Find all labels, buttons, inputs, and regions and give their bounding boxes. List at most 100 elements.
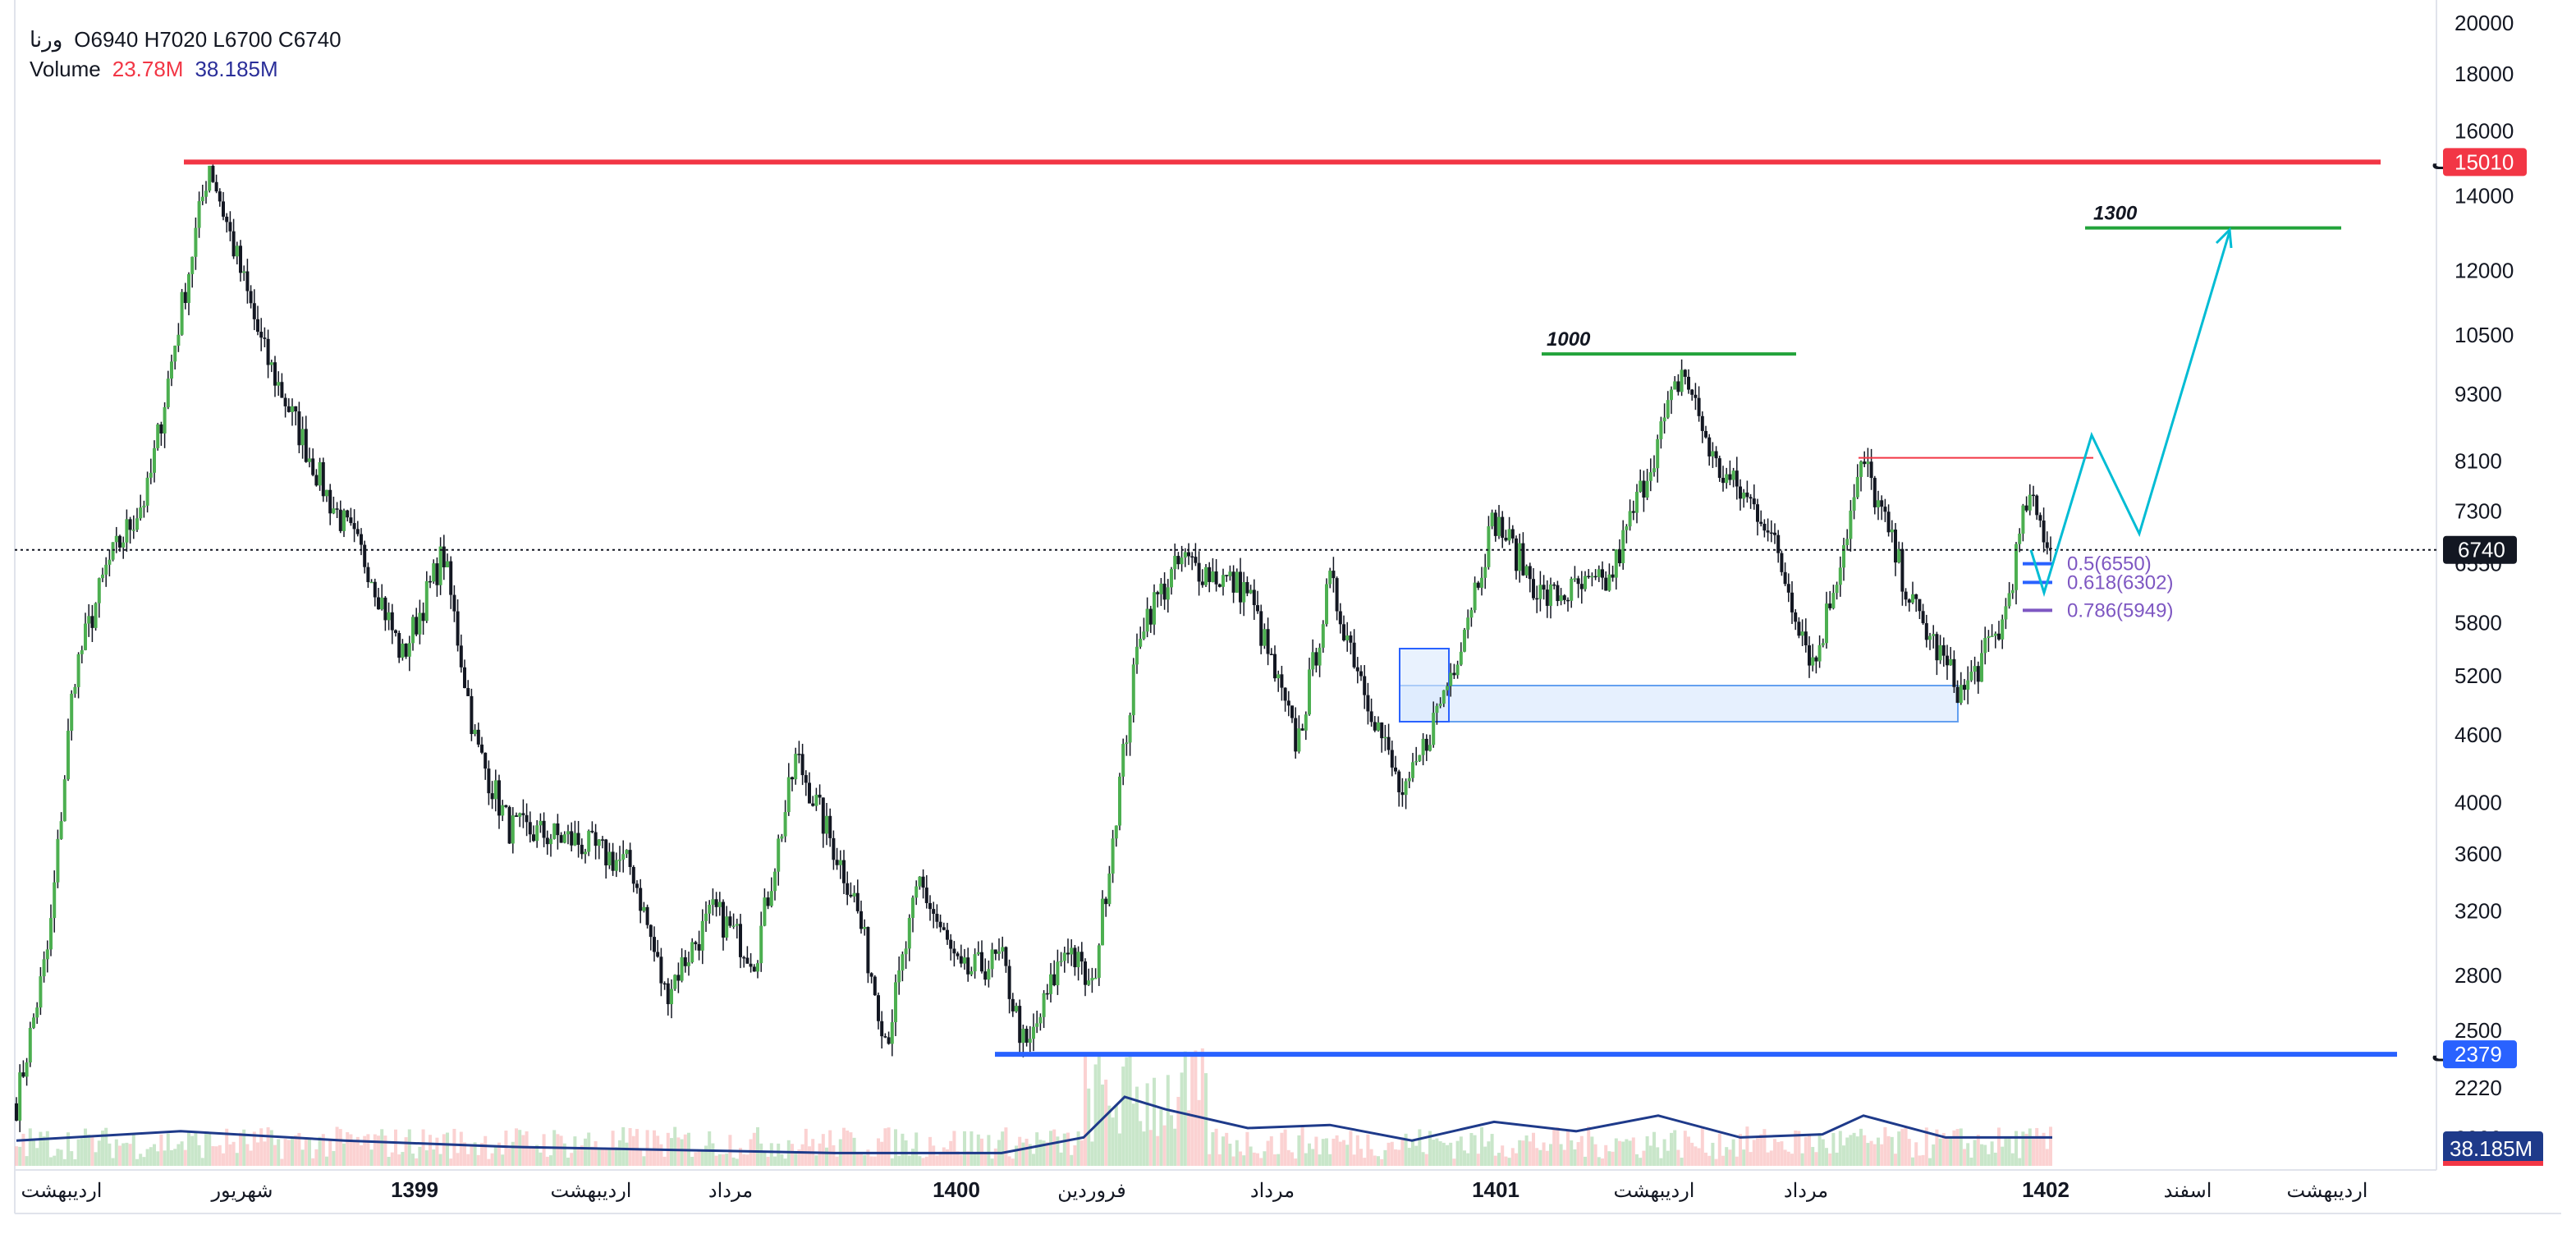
candle-body — [1087, 980, 1091, 985]
volume-bar — [187, 1131, 190, 1166]
volume-bar — [18, 1146, 22, 1166]
ceiling-price-tag: 15010 — [2443, 148, 2527, 177]
candle-body — [573, 833, 577, 846]
price-tick-label: 7300 — [2455, 499, 2502, 524]
candle-body — [176, 334, 181, 346]
volume-bar — [1162, 1125, 1167, 1166]
candle-body — [1455, 664, 1460, 676]
volume-bar — [794, 1151, 798, 1166]
candle-body — [308, 458, 311, 462]
volume-bar — [173, 1149, 177, 1166]
volume-bar — [318, 1136, 322, 1166]
volume-bar — [866, 1149, 870, 1166]
volume-bar — [1904, 1126, 1908, 1166]
volume-bar — [2018, 1158, 2022, 1166]
candle-body — [21, 1072, 25, 1077]
candle-body — [1662, 417, 1666, 422]
volume-bar — [429, 1135, 432, 1166]
volume-bar — [708, 1131, 712, 1166]
candle-body — [452, 594, 456, 612]
volume-bar — [308, 1137, 311, 1166]
symbol-name[interactable]: ورنا — [30, 27, 63, 52]
candle-body — [642, 906, 646, 911]
candle-body — [566, 831, 570, 835]
volume-bar — [1542, 1142, 1546, 1166]
time-tick-label: مرداد — [1784, 1180, 1828, 1202]
volume-bar — [1983, 1145, 1987, 1166]
candle-body — [821, 797, 825, 834]
candle-body — [1483, 567, 1487, 578]
volume-bar — [1432, 1140, 1436, 1166]
candle-body — [756, 963, 759, 972]
candle-body — [66, 730, 70, 780]
volume-bar — [1476, 1154, 1480, 1166]
volume-bar — [1093, 1064, 1098, 1166]
candle-body — [1590, 576, 1594, 578]
volume-bar — [1690, 1142, 1694, 1166]
candle-body — [170, 361, 173, 379]
candle-body — [1449, 672, 1453, 686]
price-axis[interactable]: 20000 18000 16000 14000 12000 10500 9300 8100 73… — [2455, 11, 2514, 1151]
candle-body — [1670, 389, 1673, 401]
candle-body — [1593, 576, 1597, 578]
volume-bar — [1256, 1153, 1259, 1166]
candle-body — [2035, 495, 2039, 516]
candle-body — [1935, 634, 1939, 661]
volume-bar — [1142, 1131, 1146, 1166]
candle-body — [1153, 592, 1156, 625]
time-axis[interactable]: اردیبهشت شهریور 1399 اردیبهشت مرداد 1400 فرورد… — [21, 1177, 2368, 1202]
volume-bar — [1090, 1141, 1094, 1166]
candle-body — [904, 948, 908, 955]
candle-body — [245, 271, 250, 291]
volume-bar — [335, 1126, 339, 1166]
volume-bar — [973, 1152, 977, 1166]
candle-body — [318, 461, 322, 486]
candle-body — [1607, 574, 1611, 591]
candle-body — [1263, 629, 1267, 646]
volume-bar — [1294, 1158, 1298, 1166]
candle-body — [62, 779, 66, 822]
volume-bar — [818, 1143, 822, 1166]
candle-body — [1717, 458, 1721, 479]
volume-bar — [966, 1151, 970, 1166]
candle-body — [1497, 516, 1501, 536]
candle-body — [387, 612, 391, 621]
candle-body — [2015, 544, 2018, 590]
volume-bar — [1652, 1131, 1656, 1166]
volume-bar — [2038, 1135, 2042, 1166]
candle-body — [749, 963, 753, 967]
volume-bar — [242, 1129, 246, 1166]
candle-body — [1380, 722, 1384, 739]
volume-bar — [15, 1146, 18, 1166]
candle-body — [935, 914, 939, 922]
candle-body — [1363, 676, 1367, 695]
candle-body — [291, 406, 294, 412]
volume-bar — [597, 1148, 601, 1166]
candle-body — [832, 837, 836, 860]
candle-body — [1731, 470, 1735, 480]
volume-bar — [1128, 1053, 1132, 1166]
volume-bar — [1714, 1158, 1718, 1166]
volume-label[interactable]: Volume — [30, 57, 101, 81]
candle-body — [584, 851, 587, 855]
time-tick-label: 1399 — [391, 1177, 438, 1202]
candle-body — [70, 693, 74, 731]
candle-body — [1707, 437, 1712, 456]
volume-bar — [1187, 1110, 1190, 1166]
candle-body — [1697, 397, 1701, 416]
volume-bar — [1607, 1151, 1611, 1166]
candle-body — [1963, 685, 1966, 690]
volume-bar — [1349, 1131, 1353, 1166]
volume-bar — [1831, 1132, 1836, 1166]
candle-body — [1294, 718, 1298, 752]
time-tick-label: مرداد — [1250, 1180, 1295, 1202]
candle-body — [1628, 511, 1632, 527]
candle-body — [314, 475, 319, 486]
volume-bar — [704, 1145, 708, 1166]
volume-bar — [1239, 1151, 1242, 1166]
candle-body — [394, 630, 397, 633]
projection-path[interactable] — [2029, 231, 2231, 598]
price-tick-label: 2800 — [2455, 963, 2502, 988]
